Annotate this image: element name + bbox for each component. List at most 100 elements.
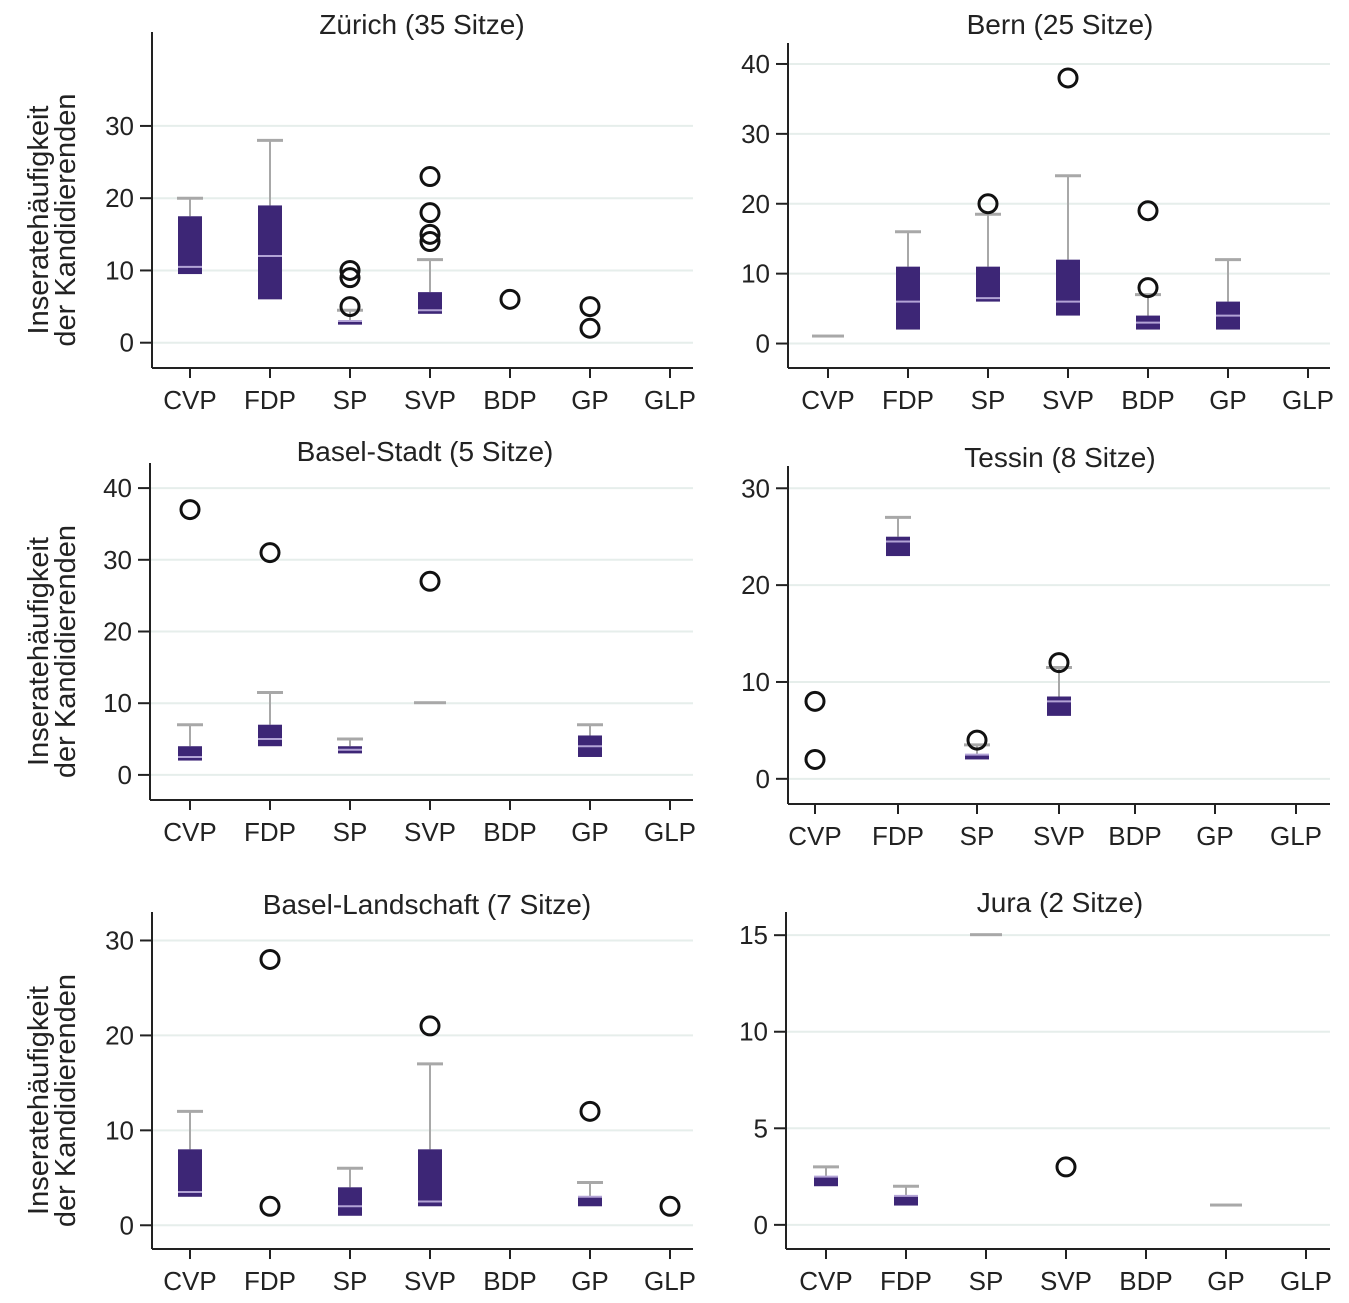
x-tick-label: GP — [1196, 821, 1234, 851]
box-cvp — [812, 334, 844, 338]
y-tick-label: 0 — [754, 1210, 768, 1240]
panel-title: Basel-Landschaft (7 Sitze) — [263, 889, 591, 920]
x-tick-label: SVP — [404, 385, 456, 415]
panel-title: Zürich (35 Sitze) — [319, 9, 524, 40]
y-axis-label-line: der Kandidierenden — [50, 93, 82, 346]
box-gp — [1210, 1203, 1242, 1207]
panel-5: 0 10 20 30 CVP FDP SP SVP BDP GP GLP Basel-Landscha… — [23, 889, 696, 1296]
y-tick-label: 20 — [741, 189, 770, 219]
box-sp — [337, 259, 363, 325]
outlier-point — [419, 231, 441, 253]
box-svp — [1055, 67, 1081, 316]
y-axis-label-line: Inseratehäufigkeit — [23, 986, 55, 1215]
x-tick-label: GP — [571, 817, 609, 847]
outlier-point — [1057, 67, 1079, 89]
x-tick-label: CVP — [163, 385, 216, 415]
x-tick-label: SVP — [1042, 385, 1094, 415]
iqr-box — [1047, 696, 1071, 716]
x-tick-label: CVP — [788, 821, 841, 851]
panel-title: Jura (2 Sitze) — [977, 887, 1144, 918]
iqr-box — [414, 701, 446, 705]
x-tick-label: SVP — [404, 817, 456, 847]
x-tick-label: SVP — [404, 1266, 456, 1296]
panel-4: 0 10 20 30 CVP FDP SP SVP BDP GP GLP Tessin (8 Sitz… — [741, 442, 1330, 851]
y-axis-label: Inseratehäufigkeitder Kandidierenden — [23, 525, 82, 778]
box-cvp — [177, 499, 203, 761]
y-tick-label: 30 — [105, 925, 134, 955]
iqr-box — [1056, 259, 1080, 316]
y-tick-label: 30 — [103, 545, 132, 575]
box-svp — [1046, 652, 1072, 716]
x-tick-label: GLP — [1282, 385, 1334, 415]
box-bdp — [499, 288, 521, 310]
y-tick-label: 30 — [741, 473, 770, 503]
box-svp — [414, 570, 446, 705]
box-cvp — [177, 196, 203, 275]
iqr-box — [178, 746, 202, 761]
x-tick-label: SP — [969, 1266, 1004, 1296]
iqr-box — [338, 1187, 362, 1216]
outlier-point — [579, 317, 601, 339]
box-gp — [1215, 258, 1241, 330]
iqr-box — [1210, 1203, 1242, 1207]
y-tick-label: 5 — [754, 1113, 768, 1143]
y-axis-label-line: Inseratehäufigkeit — [23, 106, 55, 335]
x-tick-label: SP — [333, 1266, 368, 1296]
outlier-point — [804, 748, 826, 770]
y-tick-label: 30 — [741, 119, 770, 149]
y-tick-label: 15 — [739, 920, 768, 950]
outlier-point — [1055, 1156, 1077, 1178]
y-tick-label: 40 — [103, 473, 132, 503]
iqr-box — [178, 1149, 202, 1197]
x-tick-label: SP — [960, 821, 995, 851]
iqr-box — [178, 216, 202, 275]
y-tick-label: 0 — [756, 329, 770, 359]
panel-title: Bern (25 Sitze) — [967, 9, 1154, 40]
y-tick-label: 0 — [120, 328, 134, 358]
box-gp — [577, 1100, 603, 1207]
box-sp — [337, 1166, 363, 1216]
y-tick-label: 10 — [105, 1115, 134, 1145]
iqr-box — [886, 536, 910, 557]
panel-1: 0 10 20 30 CVP FDP SP SVP BDP GP GLP Zürich (35 Sit… — [23, 9, 696, 415]
panel-title: Tessin (8 Sitze) — [964, 442, 1155, 473]
outlier-point — [419, 570, 441, 592]
outlier-point — [339, 259, 361, 281]
y-tick-label: 10 — [741, 259, 770, 289]
y-axis-label-line: der Kandidierenden — [50, 525, 82, 778]
x-tick-label: FDP — [882, 385, 934, 415]
box-bdp — [1135, 200, 1161, 330]
x-tick-label: CVP — [801, 385, 854, 415]
panel-title: Basel-Stadt (5 Sitze) — [297, 436, 554, 467]
y-tick-label: 0 — [120, 1210, 134, 1240]
iqr-box — [812, 334, 844, 338]
panel-3: 0 10 20 30 40 CVP FDP SP SVP BDP GP GLP Basel-Stadt … — [23, 436, 696, 847]
outlier-point — [966, 729, 988, 751]
x-tick-label: FDP — [244, 817, 296, 847]
outlier-point — [1137, 200, 1159, 222]
box-svp — [417, 166, 443, 314]
box-sp — [964, 729, 990, 760]
outlier-point — [1048, 652, 1070, 674]
box-fdp — [257, 138, 283, 300]
x-tick-label: SP — [333, 817, 368, 847]
y-tick-label: 20 — [105, 183, 134, 213]
outlier-point — [259, 542, 281, 564]
x-tick-label: GP — [571, 385, 609, 415]
x-tick-label: BDP — [483, 817, 536, 847]
box-sp — [337, 737, 363, 754]
y-axis-label: Inseratehäufigkeitder Kandidierenden — [23, 974, 82, 1227]
x-tick-label: BDP — [1121, 385, 1174, 415]
iqr-box — [258, 205, 282, 300]
x-tick-label: FDP — [880, 1266, 932, 1296]
x-tick-label: SP — [971, 385, 1006, 415]
outlier-point — [419, 202, 441, 224]
x-tick-label: FDP — [872, 821, 924, 851]
iqr-box — [896, 266, 920, 330]
y-tick-label: 0 — [756, 764, 770, 794]
y-tick-label: 40 — [741, 49, 770, 79]
x-tick-label: GLP — [1270, 821, 1322, 851]
x-tick-label: SVP — [1033, 821, 1085, 851]
x-tick-label: GP — [1207, 1266, 1245, 1296]
